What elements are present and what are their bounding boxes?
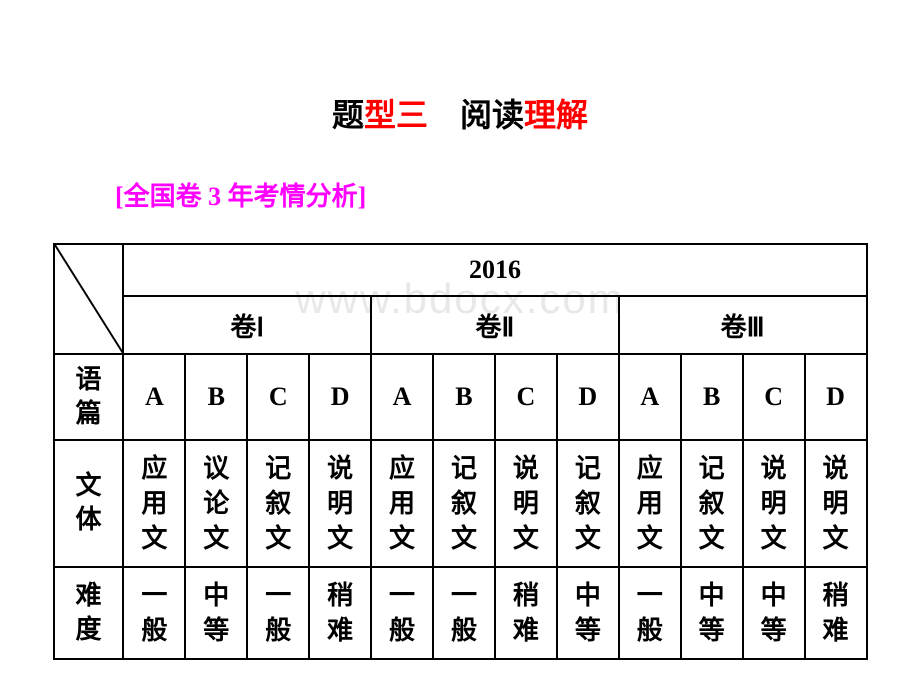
col-letter: D [557,354,619,440]
col-letter: C [743,354,805,440]
col-letter: B [185,354,247,440]
row-label-difficulty: 难度 [54,567,124,659]
row-label-passage: 语篇 [54,354,124,440]
col-letter: A [371,354,433,440]
genre-cell: 说明文 [309,440,371,567]
difficulty-cell: 一般 [123,567,185,659]
genre-cell: 记叙文 [681,440,743,567]
page-title: 题型三 阅读理解 [0,90,920,136]
difficulty-cell: 一般 [371,567,433,659]
table-row: 文体应用文议论文记叙文说明文应用文记叙文说明文记叙文应用文记叙文说明文说明文 [54,440,867,567]
genre-cell: 记叙文 [433,440,495,567]
paper-header: 卷Ⅱ [371,296,619,354]
diagonal-header-cell [54,244,124,354]
col-letter: B [433,354,495,440]
col-letter: D [309,354,371,440]
difficulty-cell: 稍难 [495,567,557,659]
genre-cell: 应用文 [123,440,185,567]
col-letter: D [805,354,867,440]
genre-cell: 说明文 [743,440,805,567]
year-header: 2016 [123,244,866,296]
title-part4: 理解 [524,97,588,133]
genre-cell: 说明文 [495,440,557,567]
genre-cell: 议论文 [185,440,247,567]
difficulty-cell: 一般 [433,567,495,659]
difficulty-cell: 一般 [247,567,309,659]
genre-cell: 应用文 [371,440,433,567]
main-content: 题型三 阅读理解 [全国卷 3 年考情分析] 2016卷Ⅰ卷Ⅱ卷Ⅲ语篇ABCDA… [0,0,920,660]
row-label-genre: 文体 [54,440,124,567]
table-row: 难度一般中等一般稍难一般一般稍难中等一般中等中等稍难 [54,567,867,659]
subtitle: [全国卷 3 年考情分析] [115,176,920,213]
title-part1: 题 [332,97,364,133]
title-spacer [428,97,460,133]
title-part3: 阅读 [460,97,524,133]
col-letter: A [619,354,681,440]
difficulty-cell: 中等 [185,567,247,659]
table-row: 2016 [54,244,867,296]
difficulty-cell: 中等 [557,567,619,659]
difficulty-cell: 稍难 [309,567,371,659]
table-row: 卷Ⅰ卷Ⅱ卷Ⅲ [54,296,867,354]
difficulty-cell: 中等 [681,567,743,659]
difficulty-cell: 一般 [619,567,681,659]
col-letter: A [123,354,185,440]
col-letter: C [495,354,557,440]
analysis-table: 2016卷Ⅰ卷Ⅱ卷Ⅲ语篇ABCDABCDABCD文体应用文议论文记叙文说明文应用… [53,243,868,660]
paper-header: 卷Ⅰ [123,296,371,354]
genre-cell: 记叙文 [247,440,309,567]
table-row: 语篇ABCDABCDABCD [54,354,867,440]
col-letter: B [681,354,743,440]
genre-cell: 记叙文 [557,440,619,567]
difficulty-cell: 稍难 [805,567,867,659]
title-part2: 型三 [364,97,428,133]
difficulty-cell: 中等 [743,567,805,659]
genre-cell: 说明文 [805,440,867,567]
analysis-table-wrapper: 2016卷Ⅰ卷Ⅱ卷Ⅲ语篇ABCDABCDABCD文体应用文议论文记叙文说明文应用… [53,243,868,660]
paper-header: 卷Ⅲ [619,296,867,354]
col-letter: C [247,354,309,440]
genre-cell: 应用文 [619,440,681,567]
